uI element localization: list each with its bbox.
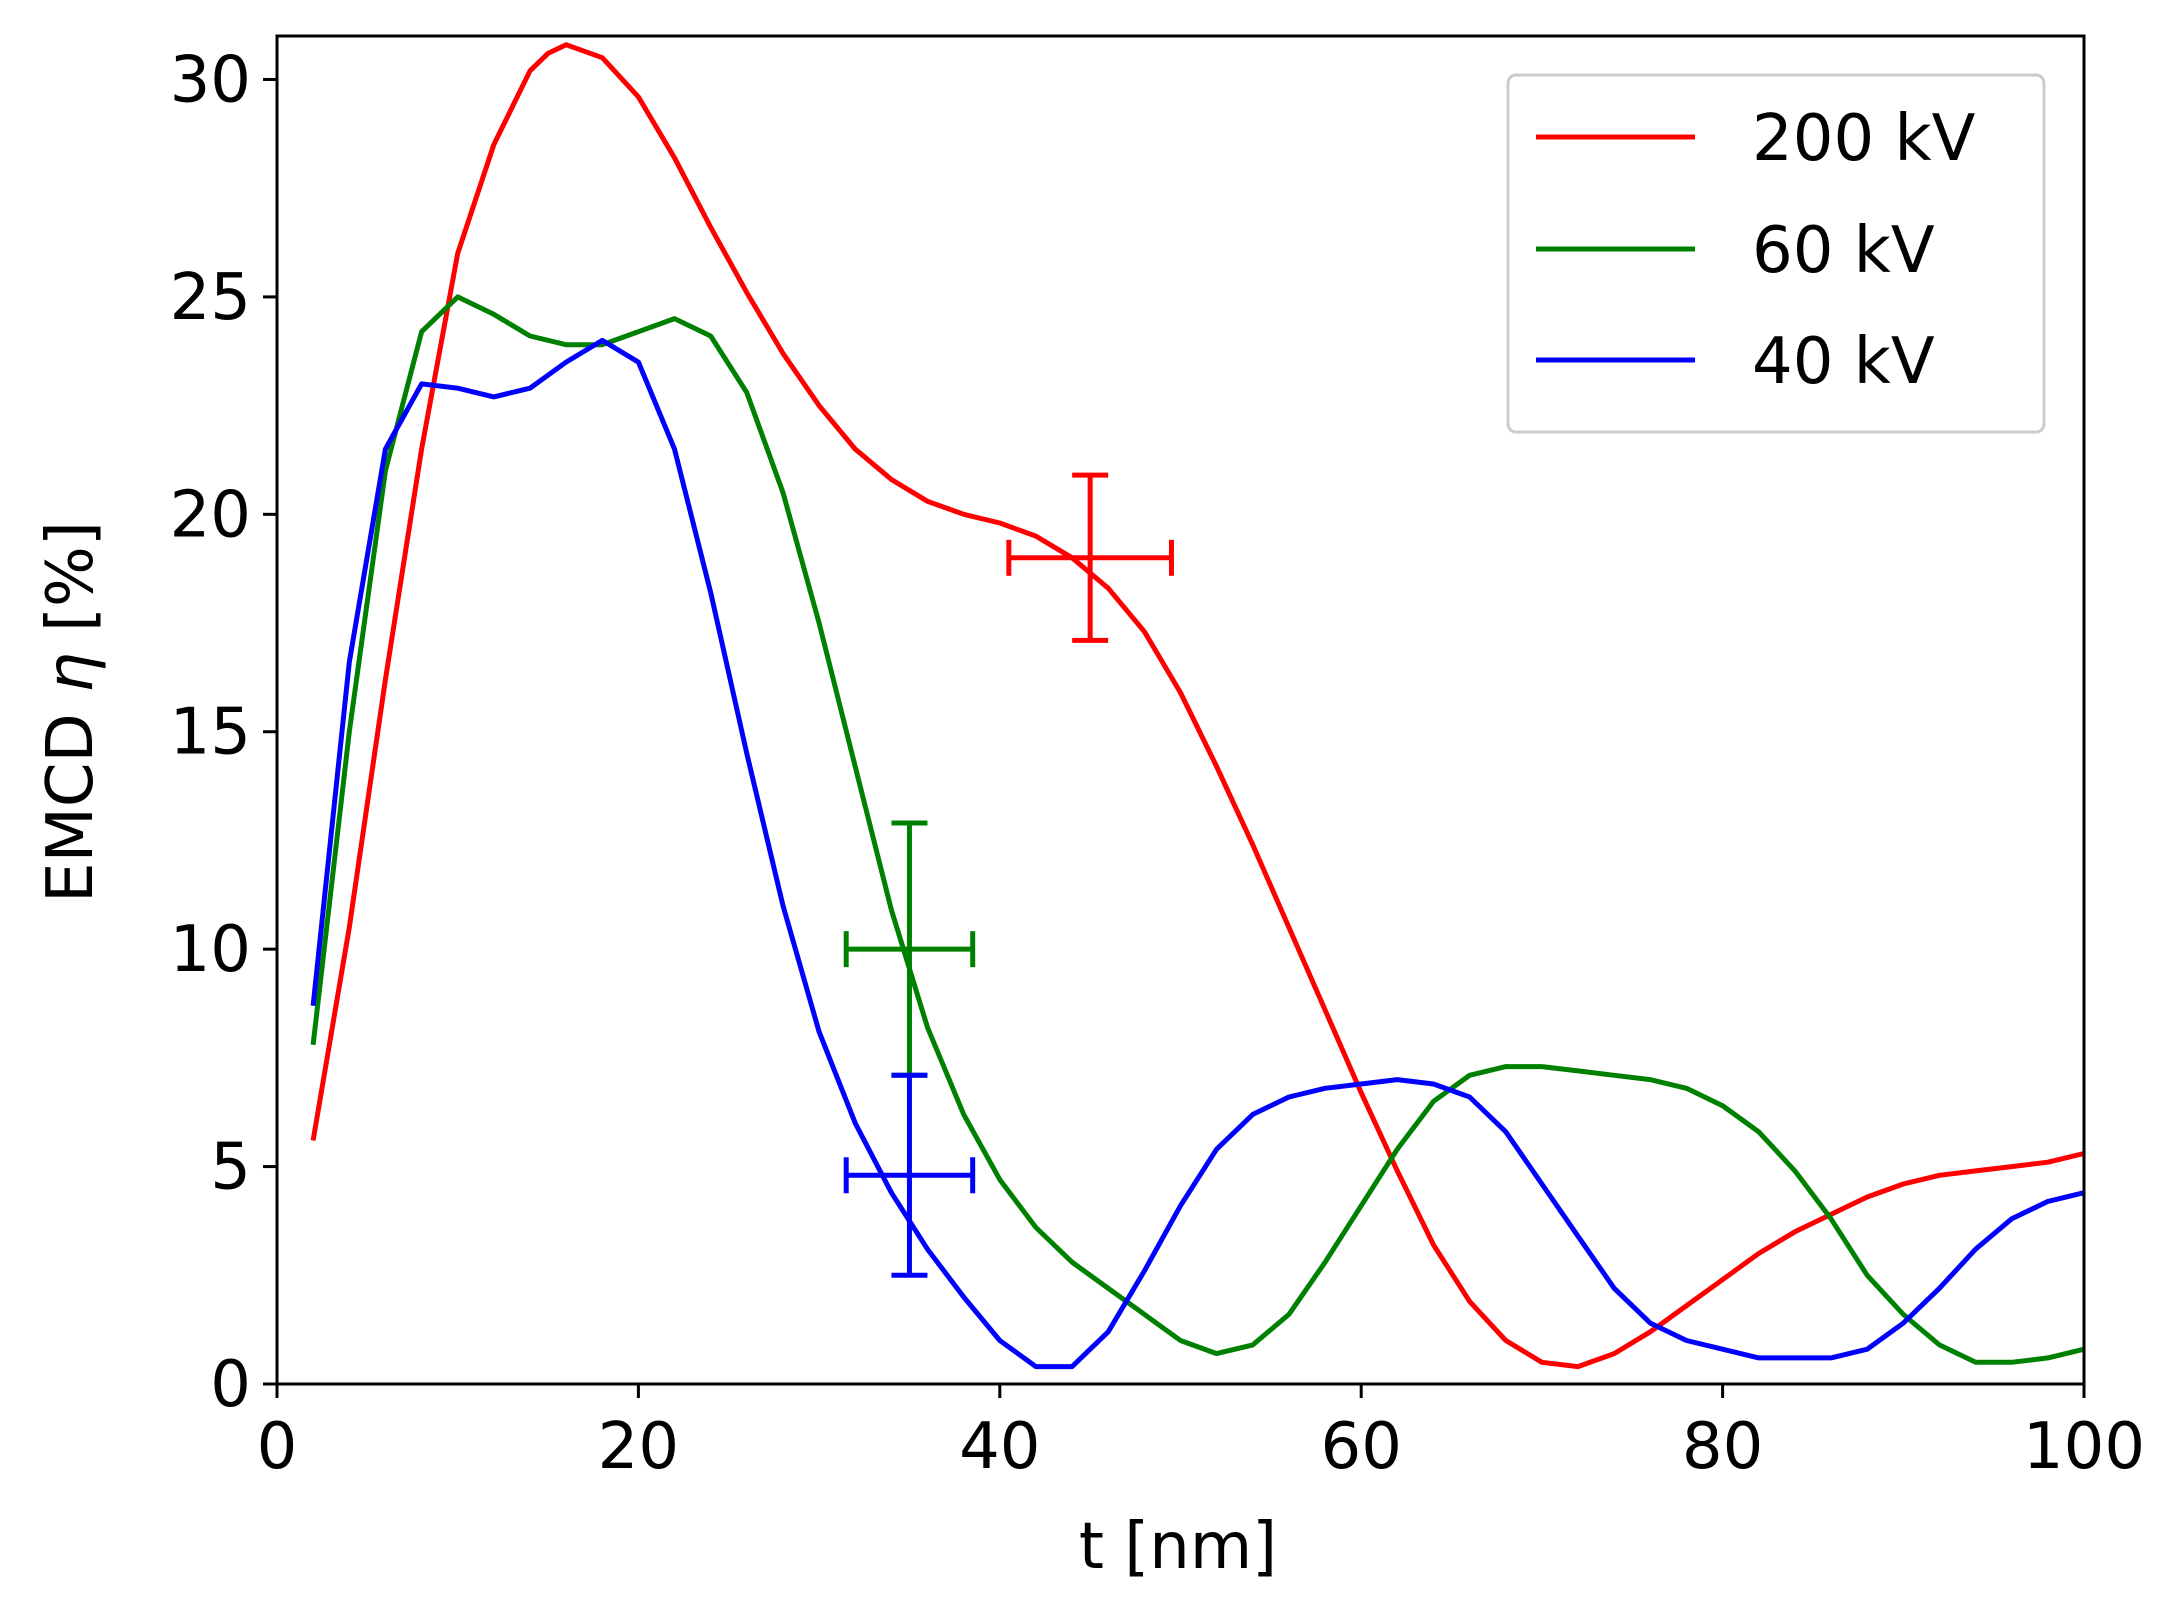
y-tick-label: 25 xyxy=(170,261,251,335)
x-tick-label: 100 xyxy=(2023,1410,2145,1484)
y-tick-label: 30 xyxy=(170,43,251,117)
x-tick-label: 80 xyxy=(1682,1410,1763,1484)
x-tick-label: 40 xyxy=(959,1410,1040,1484)
plot-frame xyxy=(275,34,2086,1386)
x-axis-label: t [nm] xyxy=(1079,1510,1277,1584)
y-axis-label-symbol: η xyxy=(34,652,108,693)
y-axis-ticks: 0 5 10 15 20 25 30 xyxy=(170,43,277,1422)
y-axis-label: EMCD η [%] xyxy=(34,521,108,903)
y-tick-label: 0 xyxy=(210,1348,251,1422)
y-axis-label-prefix: EMCD xyxy=(34,693,108,903)
series-line-200kv xyxy=(310,42,2085,1370)
y-axis-label-suffix: [%] xyxy=(34,521,108,652)
error-bar-200kv xyxy=(1006,472,1174,643)
x-tick-label: 20 xyxy=(598,1410,679,1484)
series-layer xyxy=(310,42,2085,1370)
y-tick-label: 15 xyxy=(170,696,251,770)
y-tick-label: 20 xyxy=(170,478,251,552)
error-bar-40kv xyxy=(843,1072,976,1278)
legend-box xyxy=(1506,73,2046,434)
y-tick-label: 10 xyxy=(170,913,251,987)
x-tick-label: 60 xyxy=(1320,1410,1401,1484)
legend-label-200kv: 200 kV xyxy=(1752,102,1976,176)
x-axis-ticks: 0 20 40 60 80 100 xyxy=(257,1384,2145,1484)
series-line-40kv xyxy=(310,337,2085,1370)
errorbar-layer xyxy=(843,472,1174,1278)
x-tick-label: 0 xyxy=(257,1410,298,1484)
legend-label-60kv: 60 kV xyxy=(1752,214,1935,288)
legend: 200 kV 60 kV 40 kV xyxy=(1506,73,2046,434)
y-tick-label: 5 xyxy=(210,1131,251,1205)
legend-label-40kv: 40 kV xyxy=(1752,325,1935,399)
